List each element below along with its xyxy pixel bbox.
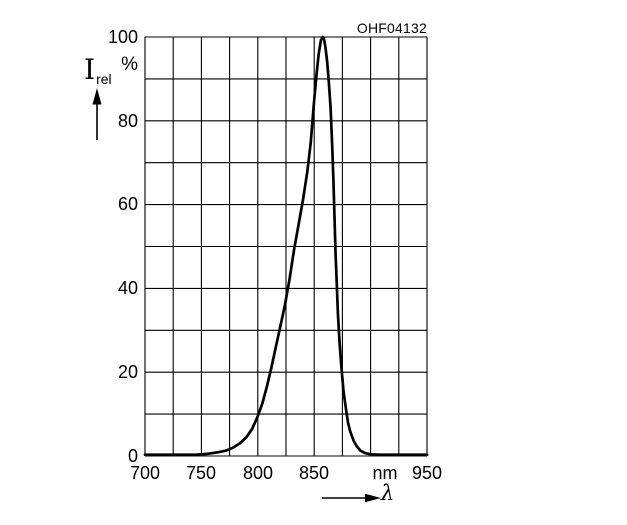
y-axis-quantity-label: Irel <box>84 53 112 88</box>
x-tick-label: 950 <box>411 463 443 483</box>
figure-id-label: OHF04132 <box>356 20 427 36</box>
x-tick-label: 850 <box>298 463 330 483</box>
y-tick-label: 100 <box>107 27 138 47</box>
emission-curve <box>143 35 429 457</box>
y-axis-unit-label: % <box>121 54 138 75</box>
y-axis-symbol-subscript: rel <box>96 71 112 87</box>
y-tick-label: 0 <box>127 446 138 466</box>
y-tick-label: 80 <box>117 111 138 131</box>
x-tick-label: 700 <box>129 463 161 483</box>
x-axis-quantity-label: λ <box>381 481 395 505</box>
x-axis-right-arrow-icon <box>322 493 381 503</box>
y-tick-label: 60 <box>117 194 138 214</box>
y-tick-label: 40 <box>117 278 138 298</box>
x-tick-label: nm <box>372 463 398 483</box>
x-tick-label: 750 <box>185 463 217 483</box>
y-tick-label: 20 <box>117 362 138 382</box>
grid-lines <box>144 36 428 457</box>
y-axis-up-arrow-icon <box>92 88 102 140</box>
y-axis-symbol: I <box>84 53 96 86</box>
x-tick-label: 800 <box>242 463 274 483</box>
